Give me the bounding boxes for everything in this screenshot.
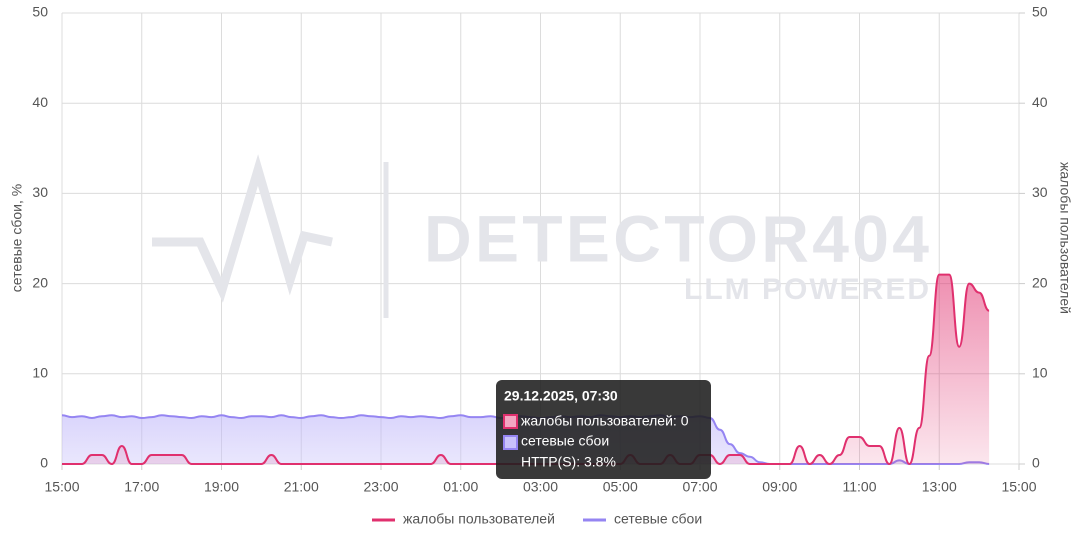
- y-tick-label: 30: [32, 184, 48, 200]
- x-tick-label: 23:00: [363, 479, 398, 495]
- tooltip-swatch: [503, 414, 518, 429]
- y-tick-label: 20: [32, 274, 48, 290]
- x-tick-label: 21:00: [284, 479, 319, 495]
- x-tick-label: 07:00: [682, 479, 717, 495]
- x-tick-label: 15:00: [1001, 479, 1036, 495]
- x-tick-label: 19:00: [204, 479, 239, 495]
- x-tick-label: 13:00: [922, 479, 957, 495]
- watermark: DETECTOR404 LLM POWERED: [152, 154, 929, 318]
- x-tick-label: 03:00: [523, 479, 558, 495]
- y-tick-label: 10: [32, 365, 48, 381]
- legend-label: жалобы пользователей: [403, 511, 555, 527]
- tooltip-row: сетевые сбои: [521, 433, 609, 449]
- watermark-logo: [152, 154, 333, 303]
- y-tick-label: 0: [40, 455, 48, 471]
- y-axis-title: сетевые сбои, %: [9, 184, 25, 292]
- watermark-subtitle: LLM POWERED: [684, 273, 929, 306]
- x-tick-label: 05:00: [603, 479, 638, 495]
- area: [62, 274, 990, 464]
- y2-axis-title: жалобы пользователей: [1057, 162, 1073, 314]
- y2-tick-label: 50: [1032, 4, 1048, 20]
- y2-tick-label: 10: [1032, 365, 1048, 381]
- tooltip-row: жалобы пользователей: 0: [521, 413, 689, 429]
- x-tick-label: 17:00: [124, 479, 159, 495]
- y-tick-label: 40: [32, 94, 48, 110]
- x-tick-label: 01:00: [443, 479, 478, 495]
- x-tick-label: 15:00: [44, 479, 79, 495]
- tooltip-row: HTTP(S): 3.8%: [521, 454, 616, 470]
- watermark-title: DETECTOR404: [424, 201, 929, 275]
- legend: жалобы пользователей сетевые сбои: [372, 511, 702, 527]
- tooltip-title: 29.12.2025, 07:30: [504, 388, 618, 404]
- y2-tick-label: 20: [1032, 274, 1048, 290]
- y2-tick-label: 30: [1032, 184, 1048, 200]
- x-tick-label: 11:00: [843, 479, 877, 495]
- x-tick-label: 09:00: [762, 479, 797, 495]
- tooltip-box: [496, 380, 711, 479]
- y2-tick-label: 0: [1032, 455, 1040, 471]
- tooltip: 29.12.2025, 07:30 жалобы пользователей: …: [496, 380, 711, 479]
- legend-label: сетевые сбои: [614, 511, 702, 527]
- y2-tick-label: 40: [1032, 94, 1048, 110]
- y-tick-label: 50: [32, 4, 48, 20]
- tooltip-swatch: [503, 435, 518, 450]
